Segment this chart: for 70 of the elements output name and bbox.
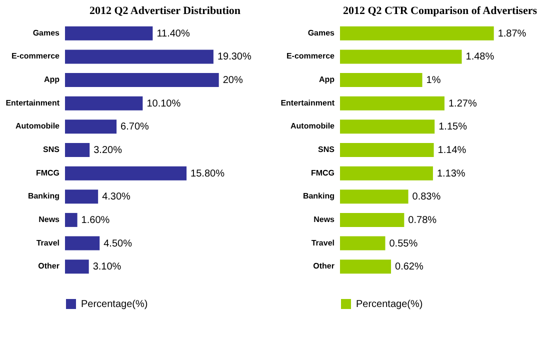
bar bbox=[65, 260, 89, 274]
data-label: 0.78% bbox=[408, 214, 437, 226]
data-label: 1.13% bbox=[436, 168, 466, 180]
y-tick-label: Automobile bbox=[16, 122, 60, 131]
bar bbox=[340, 143, 434, 157]
y-tick-label: News bbox=[314, 214, 336, 224]
bar bbox=[65, 212, 78, 227]
y-tick-label: FMCG bbox=[310, 168, 334, 178]
data-label: 4.50% bbox=[104, 238, 132, 250]
chart-title: 2012 Q2 Advertiser Distribution bbox=[89, 5, 241, 17]
y-tick-label: Games bbox=[32, 28, 60, 38]
data-label: 1.15% bbox=[438, 122, 468, 133]
y-tick-label: E-commerce bbox=[11, 52, 60, 61]
y-tick-label: Banking bbox=[302, 192, 335, 201]
bar bbox=[340, 26, 494, 40]
data-label: 1.87% bbox=[498, 28, 526, 40]
y-tick-label: Travel bbox=[311, 238, 334, 248]
bar bbox=[340, 73, 422, 88]
bar bbox=[65, 143, 90, 157]
data-label: 1.48% bbox=[466, 52, 494, 63]
y-tick-label: Travel bbox=[36, 238, 60, 248]
bar bbox=[65, 26, 153, 40]
data-label: 11.40% bbox=[156, 28, 190, 40]
bar bbox=[340, 50, 462, 64]
data-label: 15.80% bbox=[190, 168, 225, 180]
data-label: 3.10% bbox=[92, 262, 122, 273]
data-label: 20% bbox=[222, 75, 243, 86]
y-tick-label: Entertainment bbox=[6, 98, 60, 108]
y-tick-label: SNS bbox=[318, 145, 336, 154]
legend-label: Percentage(%) bbox=[356, 299, 423, 310]
bar bbox=[340, 96, 444, 110]
data-label: 10.10% bbox=[146, 98, 181, 110]
bar bbox=[340, 190, 408, 204]
data-label: 0.62% bbox=[395, 262, 424, 273]
y-tick-label: FMCG bbox=[36, 168, 60, 178]
bar bbox=[65, 73, 219, 88]
bar bbox=[340, 212, 404, 227]
data-label: 1% bbox=[426, 75, 441, 86]
y-tick-label: E-commerce bbox=[286, 52, 336, 61]
bar bbox=[340, 120, 435, 134]
y-tick-label: App bbox=[44, 75, 60, 84]
bar bbox=[65, 96, 143, 110]
data-label: 1.14% bbox=[438, 145, 466, 156]
legend-label: Percentage(%) bbox=[81, 299, 148, 310]
bar bbox=[65, 166, 187, 180]
bar bbox=[340, 236, 386, 250]
data-label: 19.30% bbox=[217, 52, 252, 63]
bar bbox=[65, 50, 214, 64]
data-label: 0.55% bbox=[389, 238, 418, 250]
bar bbox=[65, 190, 98, 204]
y-tick-label: App bbox=[318, 75, 335, 84]
bar bbox=[340, 166, 433, 180]
bar bbox=[65, 236, 100, 250]
bar bbox=[65, 120, 117, 134]
y-tick-label: Other bbox=[313, 262, 334, 271]
y-tick-label: Other bbox=[38, 262, 60, 271]
bar bbox=[340, 260, 392, 274]
data-label: 1.60% bbox=[81, 214, 110, 226]
chart-title: 2012 Q2 CTR Comparison of Advertisers bbox=[342, 5, 538, 17]
data-label: 1.27% bbox=[448, 98, 477, 110]
y-tick-label: Entertainment bbox=[280, 98, 335, 108]
y-tick-label: SNS bbox=[43, 145, 60, 154]
data-label: 6.70% bbox=[120, 122, 149, 133]
y-tick-label: News bbox=[38, 214, 60, 224]
y-tick-label: Banking bbox=[28, 192, 60, 201]
y-tick-label: Games bbox=[308, 28, 336, 38]
data-label: 3.20% bbox=[94, 145, 122, 156]
data-label: 0.83% bbox=[412, 192, 441, 203]
data-label: 4.30% bbox=[102, 192, 131, 203]
y-tick-label: Automobile bbox=[290, 122, 336, 131]
